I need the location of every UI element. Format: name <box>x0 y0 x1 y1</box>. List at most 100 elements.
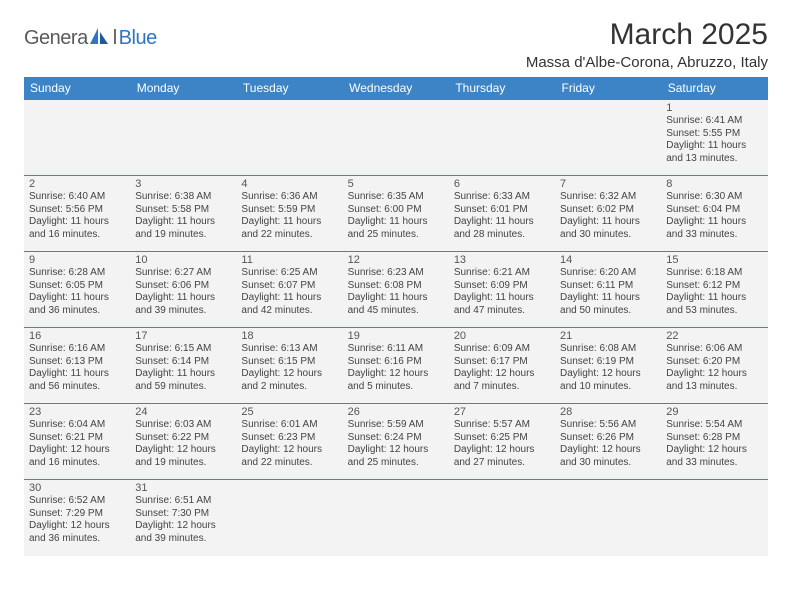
sunset-text: Sunset: 6:14 PM <box>135 356 231 369</box>
sunrise-text: Sunrise: 6:11 AM <box>348 343 444 356</box>
calendar-cell <box>236 100 342 176</box>
day-number: 1 <box>666 102 762 114</box>
day-number: 6 <box>454 178 550 190</box>
calendar-cell: 24Sunrise: 6:03 AMSunset: 6:22 PMDayligh… <box>130 404 236 480</box>
sunset-text: Sunset: 6:09 PM <box>454 280 550 293</box>
day-info: Sunrise: 6:52 AMSunset: 7:29 PMDaylight:… <box>29 495 125 545</box>
calendar-cell: 28Sunrise: 5:56 AMSunset: 6:26 PMDayligh… <box>555 404 661 480</box>
daylight-text: Daylight: 11 hours and 50 minutes. <box>560 292 656 317</box>
day-info: Sunrise: 6:08 AMSunset: 6:19 PMDaylight:… <box>560 343 656 393</box>
calendar-header-row: Sunday Monday Tuesday Wednesday Thursday… <box>24 77 768 100</box>
calendar-cell <box>555 100 661 176</box>
calendar-week-row: 9Sunrise: 6:28 AMSunset: 6:05 PM Daylight… <box>24 252 768 328</box>
day-header: Sunday <box>24 77 130 100</box>
calendar-cell: 11Sunrise: 6:25 AMSunset: 6:07 PMDayligh… <box>236 252 342 328</box>
calendar-cell: 5Sunrise: 6:35 AMSunset: 6:00 PMDaylight… <box>343 176 449 252</box>
day-info: Sunrise: 6:06 AMSunset: 6:20 PMDaylight:… <box>666 343 762 393</box>
calendar-cell <box>236 480 342 556</box>
sunrise-text: Sunrise: 5:57 AM <box>454 419 550 432</box>
sunset-text: Sunset: 5:56 PM <box>29 204 125 217</box>
daylight-text: Daylight: 11 hours and 47 minutes. <box>454 292 550 317</box>
sunrise-text: Sunrise: 6:30 AM <box>666 191 762 204</box>
sunrise-text: Sunrise: 6:38 AM <box>135 191 231 204</box>
day-header: Saturday <box>661 77 767 100</box>
day-number: 28 <box>560 406 656 418</box>
sunset-text: Sunset: 7:30 PM <box>135 508 231 521</box>
sunrise-text: Sunrise: 6:52 AM <box>29 495 125 508</box>
calendar-cell: 29Sunrise: 5:54 AMSunset: 6:28 PMDayligh… <box>661 404 767 480</box>
daylight-text: Daylight: 11 hours and 30 minutes. <box>560 216 656 241</box>
sunset-text: Sunset: 6:22 PM <box>135 432 231 445</box>
brand-logo: Genera lBlue <box>24 26 157 51</box>
day-info: Sunrise: 5:57 AMSunset: 6:25 PMDaylight:… <box>454 419 550 469</box>
day-number: 9 <box>29 254 125 266</box>
calendar-cell: 12Sunrise: 6:23 AMSunset: 6:08 PMDayligh… <box>343 252 449 328</box>
sunset-text: Sunset: 6:23 PM <box>241 432 337 445</box>
sunrise-text: Sunrise: 6:13 AM <box>241 343 337 356</box>
location-subtitle: Massa d'Albe-Corona, Abruzzo, Italy <box>526 54 768 71</box>
day-info: Sunrise: 6:41 AMSunset: 5:55 PMDaylight:… <box>666 115 762 165</box>
daylight-text: Daylight: 11 hours and 45 minutes. <box>348 292 444 317</box>
daylight-text: Daylight: 12 hours and 22 minutes. <box>241 444 337 469</box>
sunset-text: Sunset: 6:25 PM <box>454 432 550 445</box>
day-info: Sunrise: 6:32 AMSunset: 6:02 PMDaylight:… <box>560 191 656 241</box>
calendar-cell: 27Sunrise: 5:57 AMSunset: 6:25 PMDayligh… <box>449 404 555 480</box>
day-number: 26 <box>348 406 444 418</box>
sunset-text: Sunset: 6:11 PM <box>560 280 656 293</box>
day-number: 20 <box>454 330 550 342</box>
calendar-cell: 14Sunrise: 6:20 AMSunset: 6:11 PMDayligh… <box>555 252 661 328</box>
page-header: Genera lBlue March 2025 Massa d'Albe-Cor… <box>24 18 768 71</box>
day-info: Sunrise: 6:40 AMSunset: 5:56 PMDaylight:… <box>29 191 125 241</box>
calendar-cell: 6Sunrise: 6:33 AMSunset: 6:01 PMDaylight… <box>449 176 555 252</box>
day-number: 7 <box>560 178 656 190</box>
daylight-text: Daylight: 11 hours and 39 minutes. <box>135 292 231 317</box>
calendar-cell <box>130 100 236 176</box>
sunrise-text: Sunrise: 6:03 AM <box>135 419 231 432</box>
day-info: Sunrise: 6:03 AMSunset: 6:22 PMDaylight:… <box>135 419 231 469</box>
daylight-text: Daylight: 11 hours and 13 minutes. <box>666 140 762 165</box>
daylight-text: Daylight: 11 hours and 56 minutes. <box>29 368 125 393</box>
day-number: 23 <box>29 406 125 418</box>
sunrise-text: Sunrise: 6:41 AM <box>666 115 762 128</box>
sunrise-text: Sunrise: 5:54 AM <box>666 419 762 432</box>
day-info: Sunrise: 6:30 AMSunset: 6:04 PMDaylight:… <box>666 191 762 241</box>
calendar-cell: 20Sunrise: 6:09 AMSunset: 6:17 PMDayligh… <box>449 328 555 404</box>
sunset-text: Sunset: 6:04 PM <box>666 204 762 217</box>
day-number: 18 <box>241 330 337 342</box>
sunrise-text: Sunrise: 6:28 AM <box>29 267 125 280</box>
day-info: Sunrise: 5:56 AMSunset: 6:26 PMDaylight:… <box>560 419 656 469</box>
sunset-text: Sunset: 5:58 PM <box>135 204 231 217</box>
day-info: Sunrise: 6:15 AMSunset: 6:14 PMDaylight:… <box>135 343 231 393</box>
sunset-text: Sunset: 5:59 PM <box>241 204 337 217</box>
sunset-text: Sunset: 6:05 PM <box>29 280 125 293</box>
calendar-week-row: 23Sunrise: 6:04 AMSunset: 6:21 PMDayligh… <box>24 404 768 480</box>
sunrise-text: Sunrise: 6:27 AM <box>135 267 231 280</box>
sunrise-text: Sunrise: 6:33 AM <box>454 191 550 204</box>
daylight-text: Daylight: 12 hours and 30 minutes. <box>560 444 656 469</box>
day-info: Sunrise: 6:16 AMSunset: 6:13 PMDaylight:… <box>29 343 125 393</box>
calendar-cell: 21Sunrise: 6:08 AMSunset: 6:19 PMDayligh… <box>555 328 661 404</box>
daylight-text: Daylight: 11 hours and 22 minutes. <box>241 216 337 241</box>
sunset-text: Sunset: 6:28 PM <box>666 432 762 445</box>
sunset-text: Sunset: 6:17 PM <box>454 356 550 369</box>
sunrise-text: Sunrise: 6:32 AM <box>560 191 656 204</box>
daylight-text: Daylight: 11 hours and 28 minutes. <box>454 216 550 241</box>
daylight-text: Daylight: 12 hours and 13 minutes. <box>666 368 762 393</box>
sunrise-text: Sunrise: 6:36 AM <box>241 191 337 204</box>
calendar-cell: 16Sunrise: 6:16 AMSunset: 6:13 PMDayligh… <box>24 328 130 404</box>
day-number: 10 <box>135 254 231 266</box>
day-header: Friday <box>555 77 661 100</box>
sunset-text: Sunset: 6:13 PM <box>29 356 125 369</box>
sunrise-text: Sunrise: 6:06 AM <box>666 343 762 356</box>
calendar-cell <box>343 480 449 556</box>
calendar-cell: 8Sunrise: 6:30 AMSunset: 6:04 PMDaylight… <box>661 176 767 252</box>
daylight-text: Daylight: 11 hours and 33 minutes. <box>666 216 762 241</box>
day-info: Sunrise: 6:18 AMSunset: 6:12 PMDaylight:… <box>666 267 762 317</box>
day-info: Sunrise: 6:35 AMSunset: 6:00 PMDaylight:… <box>348 191 444 241</box>
day-number: 24 <box>135 406 231 418</box>
sunset-text: Sunset: 7:29 PM <box>29 508 125 521</box>
day-info: Sunrise: 6:51 AMSunset: 7:30 PMDaylight:… <box>135 495 231 545</box>
sunrise-text: Sunrise: 6:40 AM <box>29 191 125 204</box>
day-info: Sunrise: 6:27 AMSunset: 6:06 PMDaylight:… <box>135 267 231 317</box>
day-info: Sunrise: 6:36 AMSunset: 5:59 PMDaylight:… <box>241 191 337 241</box>
